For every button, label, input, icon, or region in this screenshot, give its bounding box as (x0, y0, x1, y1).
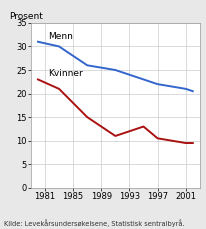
Text: Kilde: Levekårsundersøkelsene, Statistisk sentralbyrå.: Kilde: Levekårsundersøkelsene, Statistis… (4, 219, 185, 227)
Text: Menn: Menn (48, 32, 73, 41)
Text: Prosent: Prosent (9, 12, 43, 21)
Text: Kvinner: Kvinner (48, 69, 83, 78)
